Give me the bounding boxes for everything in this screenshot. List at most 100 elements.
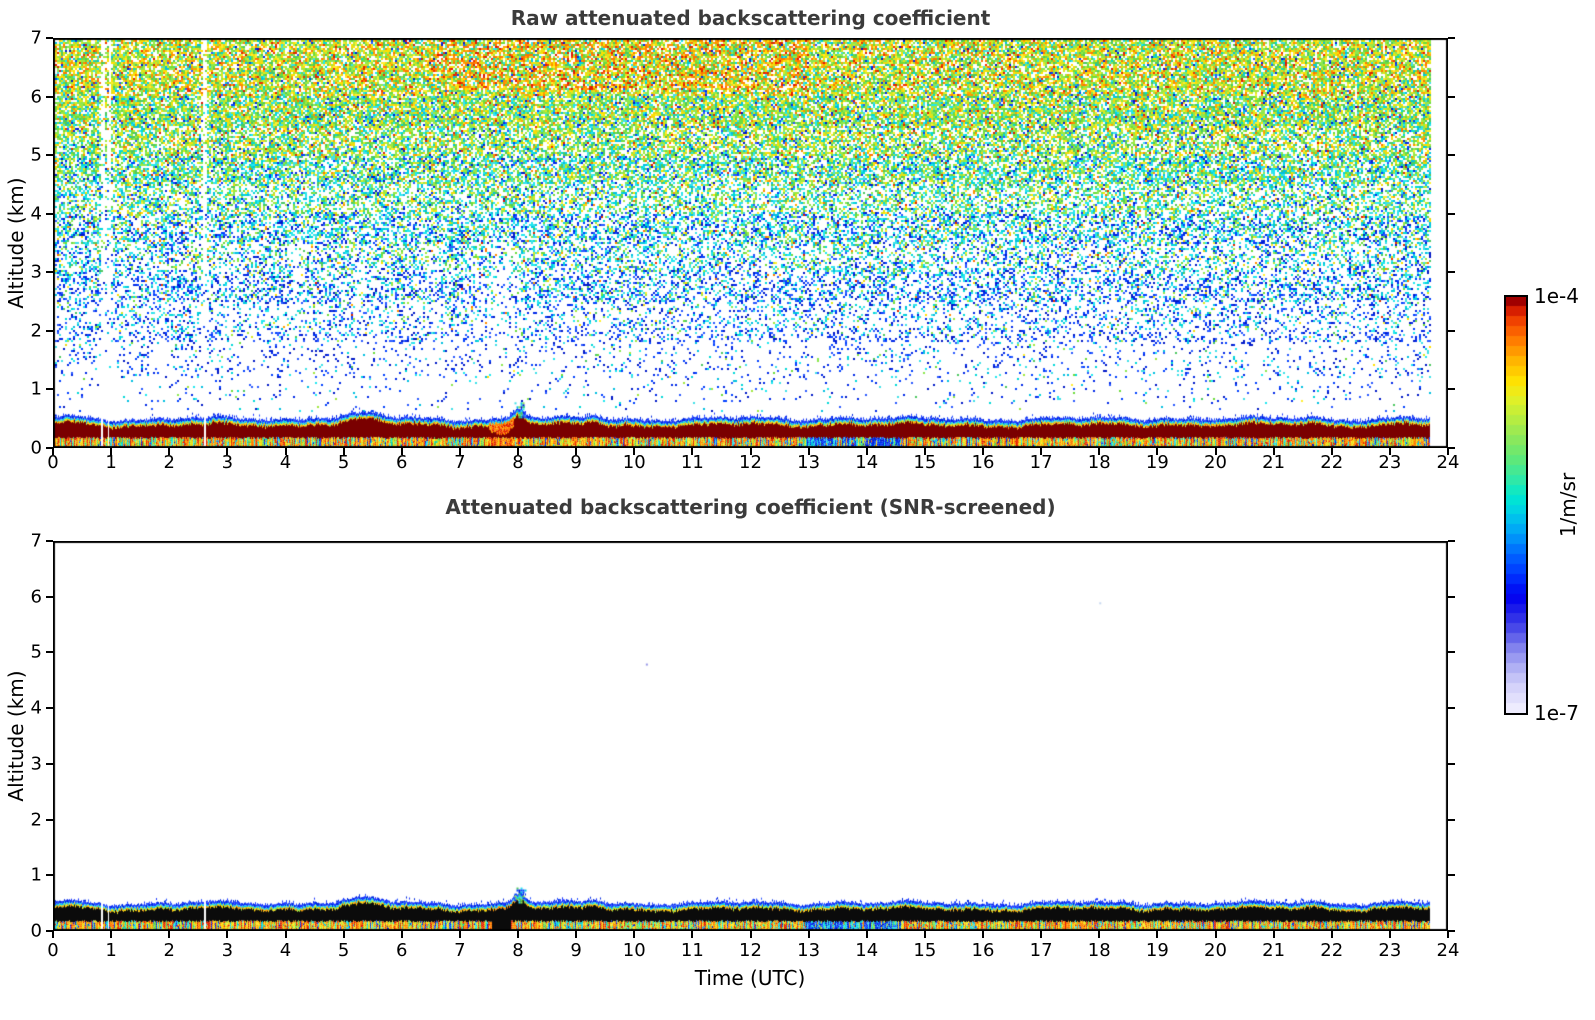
y-tick-label: 5 <box>30 144 42 166</box>
x-tick <box>1156 931 1159 938</box>
y-tick-label: 1 <box>30 864 42 886</box>
screened-backscatter-heatmap <box>53 541 1448 931</box>
x-tick <box>749 448 752 455</box>
x-tick <box>226 448 229 455</box>
y-tick-right <box>1448 874 1455 877</box>
y-tick <box>46 818 53 821</box>
y-tick <box>46 95 53 98</box>
x-tick-label: 22 <box>1320 452 1344 473</box>
x-tick-label: 14 <box>855 452 879 473</box>
y-tick-label: 0 <box>30 920 42 942</box>
colorbar-max-label: 1e-4 <box>1534 284 1579 308</box>
top-panel-title: Raw attenuated backscattering coefficien… <box>510 6 991 30</box>
x-tick <box>633 448 636 455</box>
colorbar-gradient <box>1506 297 1526 713</box>
x-tick <box>1330 448 1333 455</box>
y-tick-right <box>1448 818 1455 821</box>
y-tick-right <box>1448 447 1455 449</box>
x-tick-label: 12 <box>739 452 762 473</box>
y-tick-label: 7 <box>30 27 42 49</box>
x-tick-label: 24 <box>1436 940 1460 961</box>
x-tick-label: 7 <box>454 940 466 961</box>
colorbar-min-label: 1e-7 <box>1534 701 1579 725</box>
y-tick-label: 6 <box>30 586 42 608</box>
x-tick <box>458 448 461 455</box>
x-tick-label: 8 <box>512 940 524 961</box>
x-tick <box>1388 448 1391 455</box>
colorbar-units-label: 1/m/sr <box>1556 472 1580 538</box>
x-tick-label: 16 <box>971 940 995 961</box>
x-tick-label: 9 <box>570 452 582 473</box>
y-tick <box>46 595 53 598</box>
x-tick <box>517 931 519 938</box>
x-tick <box>807 448 810 455</box>
y-tick-label: 3 <box>30 261 42 283</box>
x-tick <box>633 931 636 938</box>
y-tick-right <box>1448 707 1455 710</box>
x-tick <box>110 448 113 455</box>
x-tick <box>1272 448 1275 455</box>
x-tick <box>1098 931 1101 938</box>
y-tick-label: 4 <box>30 203 42 225</box>
x-tick-label: 6 <box>396 452 408 473</box>
x-tick-label: 4 <box>279 452 292 473</box>
x-tick-label: 5 <box>337 452 350 473</box>
x-tick-label: 20 <box>1204 452 1227 473</box>
x-tick-label: 4 <box>279 940 292 961</box>
x-tick <box>1040 931 1043 938</box>
y-tick <box>46 212 53 215</box>
y-tick <box>46 874 53 877</box>
y-tick-label: 6 <box>30 86 42 108</box>
x-tick <box>1156 448 1159 455</box>
x-tick-label: 10 <box>622 452 646 473</box>
y-tick-label: 7 <box>30 530 42 552</box>
x-tick <box>982 931 984 938</box>
x-tick-label: 17 <box>1029 452 1053 473</box>
x-tick <box>168 448 171 455</box>
y-tick-right <box>1448 388 1455 391</box>
x-tick-label: 13 <box>797 940 821 961</box>
colorbar <box>1504 295 1528 715</box>
x-tick <box>865 931 868 938</box>
x-tick <box>342 448 345 455</box>
x-tick-label: 1 <box>105 940 117 961</box>
x-tick <box>1098 448 1101 455</box>
x-tick-label: 11 <box>680 940 704 961</box>
x-tick-label: 23 <box>1378 940 1402 961</box>
x-tick <box>749 931 752 938</box>
x-tick-label: 21 <box>1262 940 1286 961</box>
x-tick-label: 9 <box>570 940 582 961</box>
x-tick-label: 11 <box>680 452 704 473</box>
x-tick-label: 7 <box>454 452 466 473</box>
x-tick-label: 19 <box>1145 940 1169 961</box>
x-tick-label: 20 <box>1204 940 1227 961</box>
x-tick <box>923 448 926 455</box>
y-tick <box>46 271 53 274</box>
x-tick-label: 15 <box>913 452 937 473</box>
y-tick <box>46 651 53 654</box>
x-tick-label: 22 <box>1320 940 1344 961</box>
x-tick <box>575 931 578 938</box>
x-tick <box>1214 931 1217 938</box>
x-tick-label: 8 <box>512 452 524 473</box>
y-tick <box>46 154 53 157</box>
x-tick <box>1214 448 1217 455</box>
y-tick <box>46 447 53 449</box>
x-tick <box>691 931 694 938</box>
bottom-y-axis-label: Altitude (km) <box>4 670 28 802</box>
x-tick-label: 17 <box>1029 940 1053 961</box>
x-tick-label: 18 <box>1087 940 1111 961</box>
x-tick-label: 0 <box>47 940 59 961</box>
x-tick-label: 5 <box>337 940 350 961</box>
y-tick-right <box>1448 540 1455 542</box>
y-tick-label: 1 <box>30 378 42 400</box>
y-tick <box>46 540 53 542</box>
y-tick-right <box>1448 595 1455 598</box>
x-tick-label: 12 <box>739 940 762 961</box>
y-tick-label: 4 <box>30 697 42 719</box>
x-tick-label: 10 <box>622 940 646 961</box>
y-tick-right <box>1448 37 1455 39</box>
x-tick-label: 3 <box>221 452 234 473</box>
x-tick <box>400 448 403 455</box>
top-y-axis-label: Altitude (km) <box>4 177 28 309</box>
